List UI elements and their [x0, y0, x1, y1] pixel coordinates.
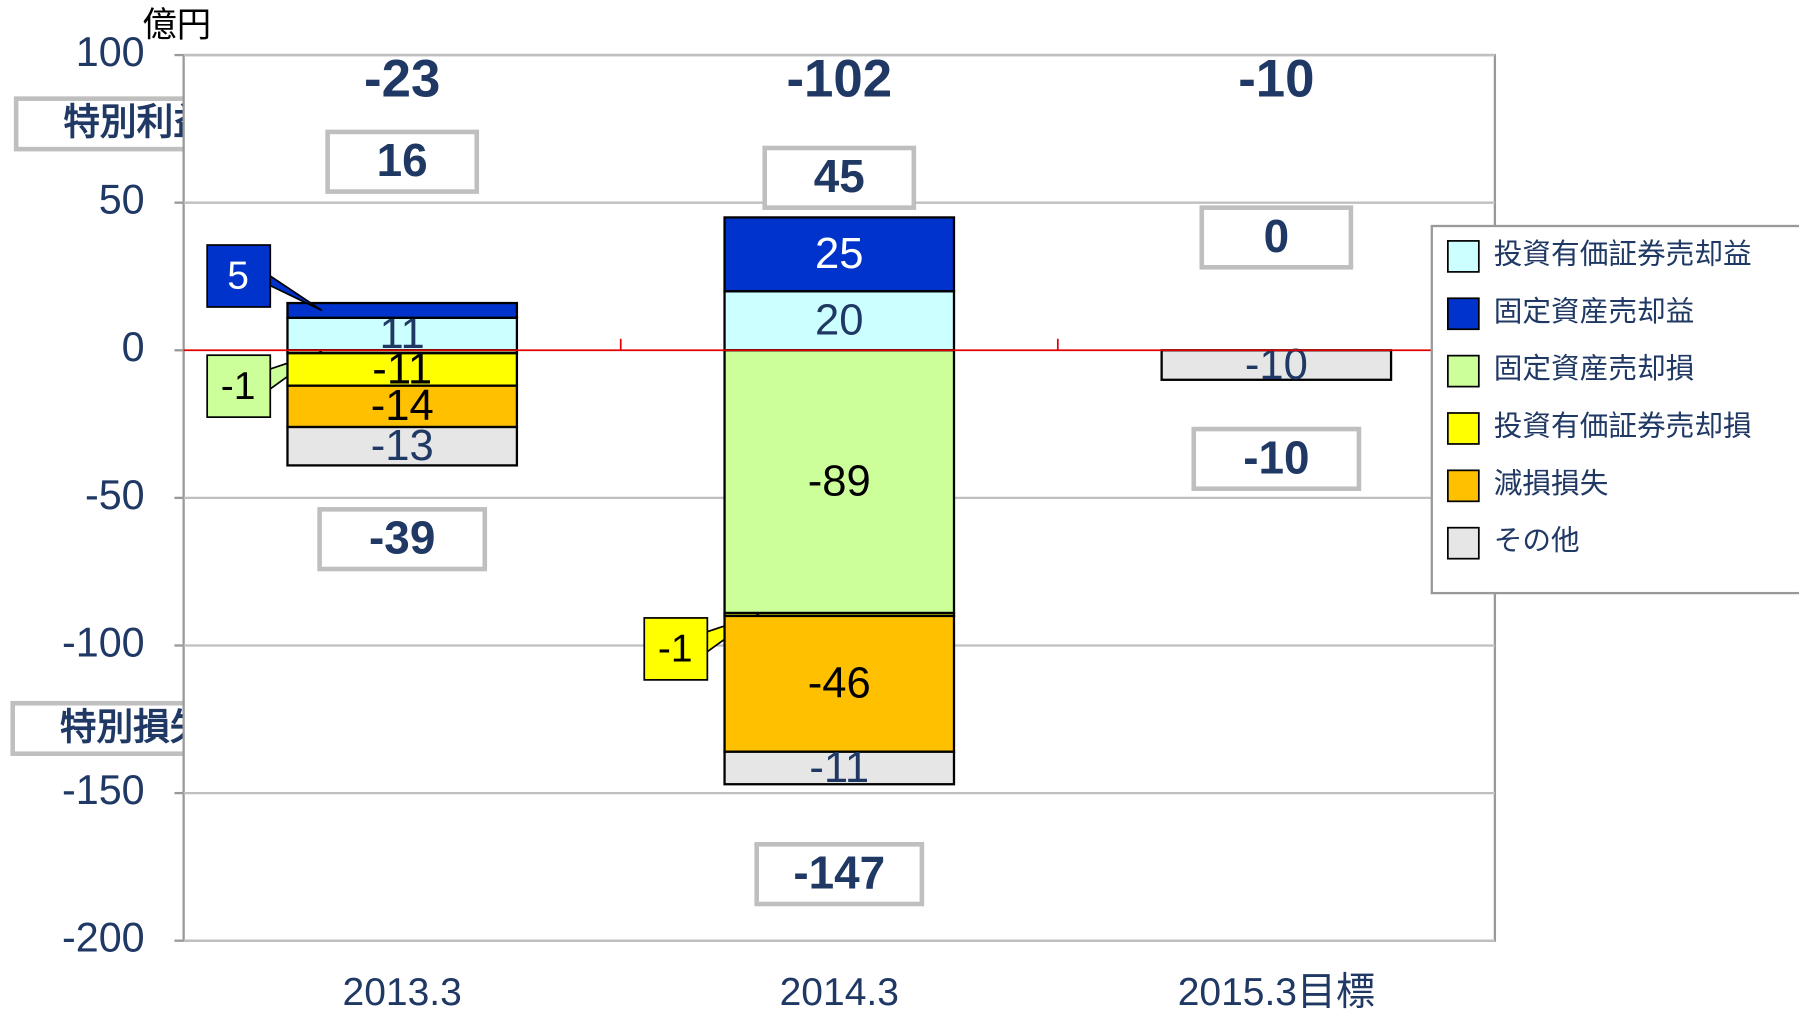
- y-tick-label: 50: [99, 177, 145, 223]
- y-tick-label: -200: [62, 915, 145, 961]
- y-tick-label: -100: [62, 619, 145, 665]
- legend-box: [1430, 224, 1799, 595]
- net-total: -23: [364, 50, 440, 109]
- bar-segment: [723, 290, 956, 352]
- y-tick-label: 100: [76, 29, 145, 75]
- data-label: -46: [808, 660, 871, 708]
- data-label: 20: [815, 297, 863, 345]
- data-label: -10: [1245, 341, 1308, 389]
- data-label: -13: [371, 422, 434, 470]
- bar-segment: [723, 216, 956, 293]
- unit-label: 億円: [142, 7, 211, 45]
- data-label: 5: [227, 255, 249, 298]
- legend-swatch: [1446, 526, 1480, 560]
- loss-total-box: [317, 507, 488, 572]
- legend-label: 減損損失: [1494, 468, 1609, 500]
- bar-segment: [286, 352, 519, 387]
- y-tick-label: 0: [122, 324, 145, 370]
- legend-swatch: [1446, 469, 1480, 503]
- net-total: -102: [786, 50, 892, 109]
- callout-box: [643, 617, 709, 681]
- legend-label: その他: [1494, 525, 1580, 557]
- loss-total-box: [1191, 426, 1362, 491]
- bar-segment: [723, 614, 956, 753]
- data-label: 25: [815, 230, 863, 278]
- loss-label: 特別損失: [60, 706, 207, 747]
- gain-total: 0: [1264, 210, 1290, 262]
- bar-segment: [723, 349, 956, 615]
- gain-total: 16: [377, 134, 428, 186]
- legend-swatch: [1446, 240, 1480, 273]
- x-tick-label: 2015.3目標: [1178, 971, 1375, 1014]
- loss-total: -147: [793, 847, 885, 899]
- bar-segment: [286, 301, 519, 319]
- legend-label: 固定資産売却益: [1494, 296, 1695, 328]
- legend-label: 投資有価証券売却損: [1494, 410, 1752, 442]
- y-tick-label: -50: [85, 472, 145, 518]
- y-tick-label: -150: [62, 767, 145, 813]
- gain-total-box: [325, 129, 480, 194]
- callout-box: [206, 244, 272, 308]
- bar-segment: [723, 750, 956, 786]
- gain-total-box: [1199, 205, 1354, 270]
- callout-box: [206, 354, 272, 419]
- gain-total: 45: [814, 150, 865, 202]
- legend-swatch: [1446, 412, 1480, 445]
- data-label: -1: [221, 365, 256, 408]
- loss-total-box: [754, 842, 925, 907]
- bar-segment: [286, 425, 519, 467]
- loss-total: -10: [1243, 431, 1309, 483]
- legend-swatch: [1446, 354, 1480, 388]
- net-total: -10: [1238, 50, 1314, 109]
- legend-swatch: [1446, 297, 1480, 331]
- loss-total: -39: [369, 512, 435, 564]
- data-label: -89: [808, 457, 871, 505]
- data-label: -1: [658, 627, 693, 670]
- legend-label: 固定資産売却損: [1494, 353, 1695, 385]
- legend-label: 投資有価証券売却益: [1494, 238, 1752, 270]
- x-tick-label: 2013.3: [343, 971, 462, 1014]
- x-tick-label: 2014.3: [780, 971, 899, 1014]
- gain-total-box: [762, 145, 917, 210]
- data-label: -14: [371, 382, 434, 430]
- data-label: -11: [809, 744, 869, 792]
